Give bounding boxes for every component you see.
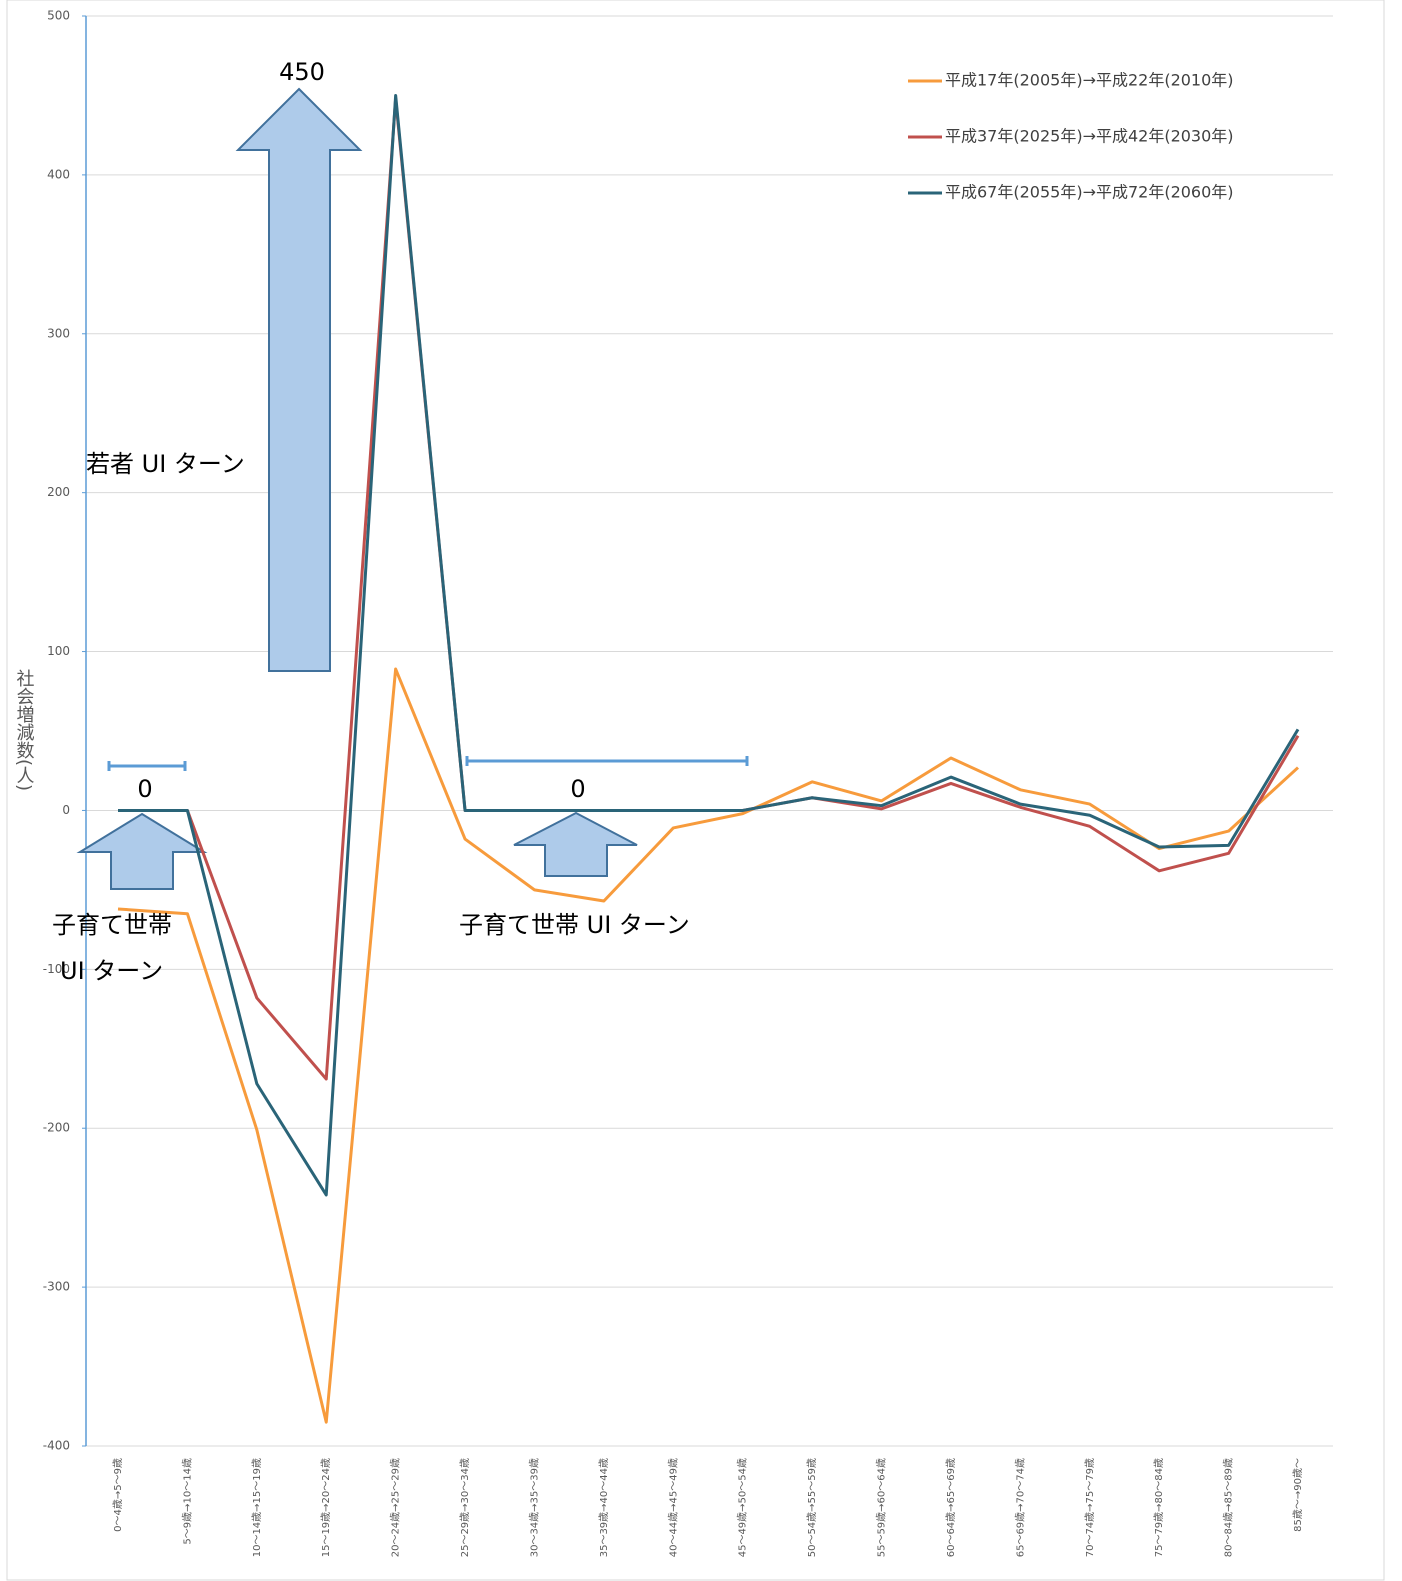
y-tick-label: -400 [43,1439,70,1453]
x-tick-label: 80～84歳→85～89歳 [1223,1458,1235,1557]
x-tick-label: 60～64歳→65～69歳 [945,1458,957,1557]
x-tick-label: 75～79歳→80～84歳 [1153,1458,1165,1557]
x-tick-label: 85歳～→90歳～ [1292,1458,1304,1532]
arrow [513,811,638,877]
y-tick-label: 300 [47,326,70,340]
series-line [118,93,1300,1197]
annotation: 450 [279,58,325,86]
x-tick-label: 15～19歳→20～24歳 [320,1458,332,1557]
arrow [235,87,363,672]
x-tick-label: 70～74歳→75～79歳 [1084,1458,1096,1557]
y-tick-label: -200 [43,1121,70,1135]
annotation: 子育て世帯 UI ターン [459,911,690,939]
y-tick-label: -100 [43,962,70,976]
frame [6,0,1385,1581]
x-tick-label: 5～9歳→10～14歳 [181,1458,193,1545]
y-tick-label: 100 [47,644,70,658]
legend-label: 平成37年(2025年)→平成42年(2030年) [945,127,1234,146]
x-tick-label: 40～44歳→45～49歳 [667,1458,679,1557]
annotation: UI ターン [60,957,163,985]
x-tick-label: 25～29歳→30～34歳 [459,1458,471,1557]
bracket [465,756,749,766]
x-tick-label: 10～14歳→15～19歳 [251,1458,263,1557]
lines [117,93,1300,1424]
y-axis-label: 社会増減数(人) [14,669,35,791]
x-tick-label: 50～54歳→55～59歳 [806,1458,818,1557]
legend-label: 平成17年(2005年)→平成22年(2010年) [945,71,1234,90]
bracket [107,761,187,771]
legend-label: 平成67年(2055年)→平成72年(2060年) [945,183,1234,202]
y-tick-label: 0 [62,803,70,817]
arrows [76,87,749,890]
x-tick-label: 65～69歳→70～74歳 [1014,1458,1026,1557]
annotation: 若者 UI ターン [86,450,245,478]
y-tick-label: -300 [43,1280,70,1294]
series-line [117,667,1300,1424]
annotation: 0 [137,775,152,803]
x-tick-label: 45～49歳→50～54歳 [737,1458,749,1557]
x-tick-label: 0～4歳→5～9歳 [112,1458,124,1532]
x-tick-label: 55～59歳→60～64歳 [876,1458,888,1557]
annotation: 子育て世帯 [52,911,172,939]
annotation: 0 [570,775,585,803]
y-tick-label: 200 [47,485,70,499]
y-tick-label: 500 [47,9,70,23]
x-tick-label: 30～34歳→35～39歳 [528,1458,540,1557]
x-tick-label: 20～24歳→25～29歳 [390,1458,402,1557]
x-tick-label: 35～39歳→40～44歳 [598,1458,610,1557]
y-tick-label: 400 [47,167,70,181]
